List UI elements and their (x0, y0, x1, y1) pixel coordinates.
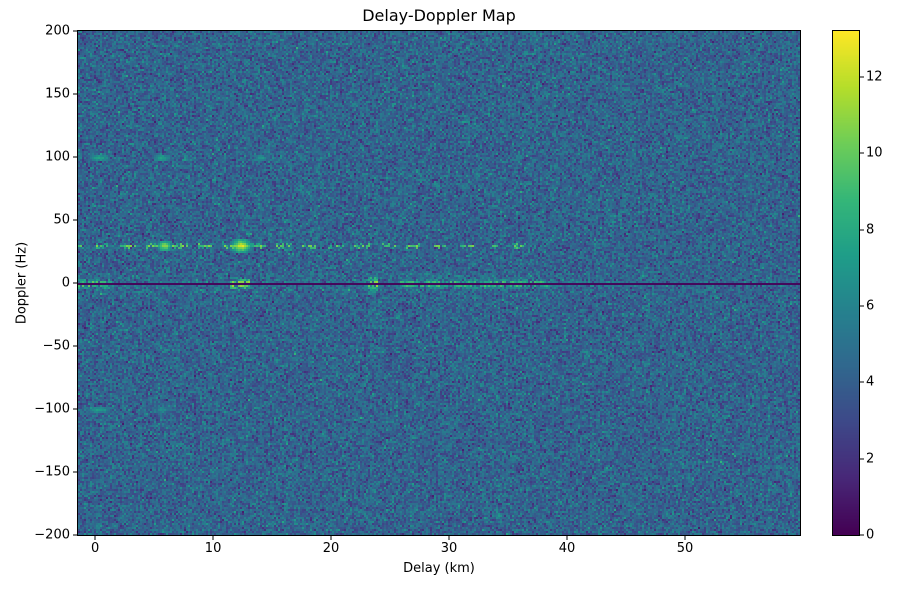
colorbar-tick-mark (860, 458, 864, 460)
colorbar-tick-mark (860, 152, 864, 154)
y-tick-mark (73, 471, 77, 473)
x-tick-label: 10 (204, 541, 222, 556)
colorbar-tick-mark (860, 381, 864, 383)
colorbar-tick-label: 8 (866, 222, 875, 238)
x-tick-label: 20 (322, 541, 340, 556)
y-tick-label: 200 (45, 23, 70, 39)
colorbar-tick-label: 2 (866, 451, 875, 467)
y-tick-label: 0 (61, 275, 70, 291)
x-tick-mark (448, 536, 450, 540)
plot-area (77, 30, 801, 536)
y-tick-mark (73, 30, 77, 32)
y-tick-mark (73, 282, 77, 284)
colorbar-tick-label: 0 (866, 527, 875, 543)
x-tick-mark (566, 536, 568, 540)
y-tick-label: −100 (34, 401, 70, 417)
y-tick-label: −200 (34, 527, 70, 543)
x-tick-label: 30 (440, 541, 458, 556)
colorbar-tick-mark (860, 534, 864, 536)
y-tick-label: 50 (53, 212, 70, 228)
x-axis-label: Delay (km) (403, 561, 475, 576)
y-tick-mark (73, 93, 77, 95)
x-tick-mark (94, 536, 96, 540)
x-tick-mark (684, 536, 686, 540)
y-tick-label: −150 (34, 464, 70, 480)
colorbar (832, 30, 860, 536)
x-tick-label: 50 (676, 541, 694, 556)
colorbar-tick-mark (860, 229, 864, 231)
heatmap-canvas (78, 31, 800, 535)
colorbar-tick-label: 4 (866, 374, 875, 390)
colorbar-tick-mark (860, 305, 864, 307)
colorbar-tick-label: 12 (866, 69, 883, 85)
y-tick-label: 150 (45, 86, 70, 102)
x-tick-label: 0 (90, 541, 100, 556)
colorbar-tick-label: 10 (866, 145, 883, 161)
y-tick-mark (73, 534, 77, 536)
y-tick-label: 100 (45, 149, 70, 165)
y-tick-mark (73, 156, 77, 158)
y-tick-label: −50 (42, 338, 70, 354)
colorbar-canvas (833, 31, 859, 535)
colorbar-tick-label: 6 (866, 298, 875, 314)
x-tick-mark (212, 536, 214, 540)
colorbar-tick-mark (860, 76, 864, 78)
x-tick-mark (330, 536, 332, 540)
y-tick-mark (73, 219, 77, 221)
y-tick-mark (73, 408, 77, 410)
y-tick-mark (73, 345, 77, 347)
x-tick-label: 40 (558, 541, 576, 556)
chart-title: Delay-Doppler Map (362, 6, 516, 25)
